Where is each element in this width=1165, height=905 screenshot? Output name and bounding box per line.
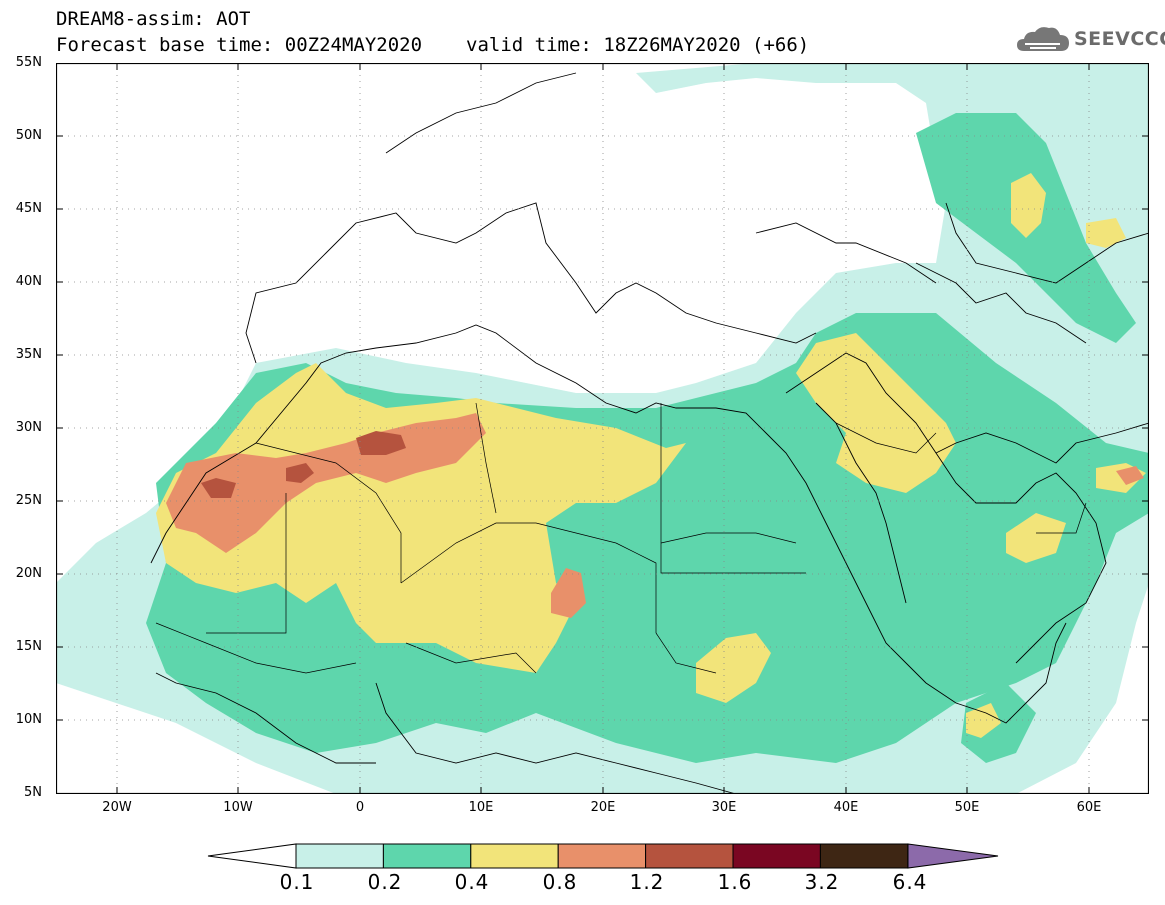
colorbar-cell bbox=[645, 843, 734, 869]
colorbar-cell bbox=[470, 843, 559, 869]
lat-label: 15N bbox=[15, 639, 42, 654]
dust-contours bbox=[56, 63, 1149, 794]
colorbar-label: 0.4 bbox=[454, 870, 490, 894]
lon-label: 20E bbox=[590, 800, 616, 815]
valid-time: valid time: 18Z26MAY2020 (+66) bbox=[466, 34, 810, 56]
colorbar-label: 3.2 bbox=[804, 870, 840, 894]
lon-label: 30E bbox=[711, 800, 737, 815]
lat-label: 55N bbox=[15, 55, 42, 70]
base-time: Forecast base time: 00Z24MAY2020 bbox=[56, 34, 423, 56]
colorbar-cell bbox=[295, 843, 384, 869]
lat-label: 5N bbox=[24, 785, 42, 800]
colorbar-under-arrow bbox=[207, 843, 297, 869]
lat-label: 45N bbox=[15, 201, 42, 216]
lat-label: 50N bbox=[15, 128, 42, 143]
colorbar-cell bbox=[382, 843, 472, 869]
colorbar-cell bbox=[557, 843, 647, 869]
lon-label: 50E bbox=[954, 800, 980, 815]
lon-label: 10E bbox=[468, 800, 494, 815]
colorbar-label: 1.2 bbox=[629, 870, 665, 894]
lat-label: 25N bbox=[15, 493, 42, 508]
colorbar-cell bbox=[819, 843, 909, 869]
colorbar bbox=[207, 843, 999, 869]
lon-label: 60E bbox=[1076, 800, 1102, 815]
lon-label: 20W bbox=[102, 800, 132, 815]
aot-map bbox=[56, 63, 1149, 794]
lat-label: 30N bbox=[15, 420, 42, 435]
lat-label: 40N bbox=[15, 274, 42, 289]
logo-text: SEEVCCC bbox=[1074, 28, 1165, 50]
grid bbox=[56, 63, 1149, 794]
forecast-time-line: Forecast base time: 00Z24MAY2020 valid ti… bbox=[56, 34, 809, 56]
map-title: DREAM8-assim: AOT bbox=[56, 8, 251, 30]
colorbar-cell bbox=[732, 843, 821, 869]
lon-label: 0 bbox=[355, 800, 365, 815]
lon-label: 40E bbox=[833, 800, 859, 815]
colorbar-label: 1.6 bbox=[717, 870, 753, 894]
lat-label: 35N bbox=[15, 347, 42, 362]
lon-label: 10W bbox=[223, 800, 253, 815]
country-borders bbox=[155, 402, 1087, 674]
colorbar-label: 0.2 bbox=[367, 870, 403, 894]
axis-ticks bbox=[56, 63, 1149, 794]
colorbar-label: 6.4 bbox=[892, 870, 928, 894]
map-frame bbox=[56, 63, 1149, 794]
lat-label: 20N bbox=[15, 566, 42, 581]
coastlines bbox=[150, 72, 1149, 794]
colorbar-over-arrow bbox=[907, 843, 999, 869]
lat-label: 10N bbox=[15, 712, 42, 727]
colorbar-label: 0.1 bbox=[279, 870, 315, 894]
cloud-logo-icon bbox=[1017, 27, 1069, 51]
colorbar-label: 0.8 bbox=[542, 870, 578, 894]
seevccc-logo: SEEVCCC bbox=[1016, 24, 1165, 58]
